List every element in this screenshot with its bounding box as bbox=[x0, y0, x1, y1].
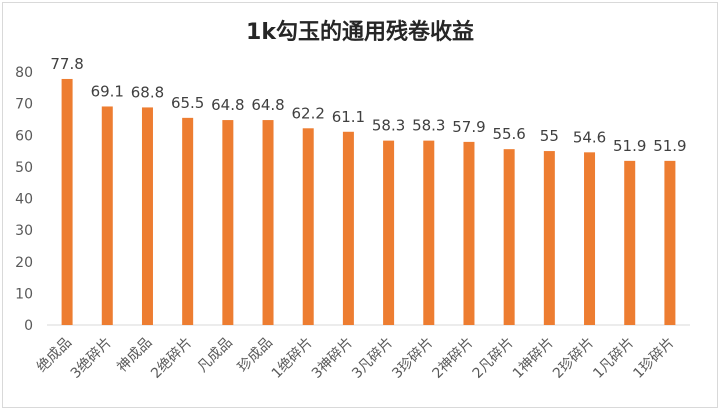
data-label: 55.6 bbox=[492, 125, 525, 143]
y-tick-label: 50 bbox=[15, 160, 33, 176]
x-tick-label: 3绝碎片 bbox=[68, 335, 115, 382]
bar bbox=[383, 140, 395, 325]
x-tick-label: 2凡碎片 bbox=[470, 335, 517, 382]
bar bbox=[222, 120, 234, 325]
bar bbox=[182, 117, 194, 325]
y-axis-ticks: 0 10 20 30 40 50 60 70 80 bbox=[15, 65, 33, 334]
bar bbox=[61, 78, 73, 326]
data-label: 64.8 bbox=[211, 96, 244, 114]
x-tick-label: 2珍碎片 bbox=[550, 335, 597, 382]
x-tick-label: 凡成品 bbox=[195, 335, 236, 376]
data-label: 61.1 bbox=[332, 108, 365, 126]
bar bbox=[262, 120, 274, 325]
bar bbox=[302, 128, 314, 325]
x-tick-label: 1神碎片 bbox=[510, 335, 557, 382]
y-tick-label: 80 bbox=[15, 65, 33, 81]
y-tick-label: 70 bbox=[15, 97, 33, 113]
bars bbox=[61, 78, 676, 326]
x-tick-label: 1凡碎片 bbox=[590, 335, 637, 382]
x-tick-label: 3珍碎片 bbox=[389, 335, 436, 382]
bar bbox=[101, 106, 113, 325]
x-tick-label: 3神碎片 bbox=[309, 335, 356, 382]
data-label: 58.3 bbox=[412, 117, 445, 135]
data-label: 51.9 bbox=[613, 137, 646, 155]
data-label: 64.8 bbox=[251, 96, 284, 114]
data-label: 54.6 bbox=[573, 128, 606, 146]
y-tick-label: 20 bbox=[15, 255, 33, 271]
data-labels: 77.8 69.1 68.8 65.5 64.8 64.8 62.2 61.1 58.3 58.3… bbox=[50, 55, 686, 155]
y-tick-label: 0 bbox=[24, 318, 33, 334]
chart-title: 1k勾玉的通用残卷收益 bbox=[246, 20, 474, 45]
data-label: 68.8 bbox=[131, 83, 164, 101]
y-tick-label: 60 bbox=[15, 128, 33, 144]
y-tick-label: 40 bbox=[15, 192, 33, 208]
data-label: 55 bbox=[540, 127, 559, 145]
data-label: 65.5 bbox=[171, 94, 204, 112]
x-tick-label: 1绝碎片 bbox=[269, 335, 316, 382]
x-tick-label: 2绝碎片 bbox=[148, 335, 195, 382]
data-label: 51.9 bbox=[653, 137, 686, 155]
y-tick-label: 30 bbox=[15, 223, 33, 239]
data-label: 57.9 bbox=[452, 118, 485, 136]
bar bbox=[664, 160, 676, 325]
data-label: 69.1 bbox=[91, 82, 124, 100]
bar bbox=[463, 141, 475, 325]
data-label: 58.3 bbox=[372, 117, 405, 135]
bar bbox=[584, 152, 596, 325]
bar bbox=[141, 107, 153, 325]
data-label: 77.8 bbox=[50, 55, 83, 73]
x-tick-label: 3凡碎片 bbox=[349, 335, 396, 382]
bar bbox=[423, 140, 435, 325]
x-tick-label: 2神碎片 bbox=[429, 335, 476, 382]
bar bbox=[543, 151, 555, 325]
bar bbox=[503, 149, 515, 325]
data-label: 62.2 bbox=[292, 104, 325, 122]
y-tick-label: 10 bbox=[15, 286, 33, 302]
bar bbox=[624, 160, 636, 325]
x-tick-label: 1珍碎片 bbox=[630, 335, 677, 382]
bar bbox=[342, 131, 354, 325]
